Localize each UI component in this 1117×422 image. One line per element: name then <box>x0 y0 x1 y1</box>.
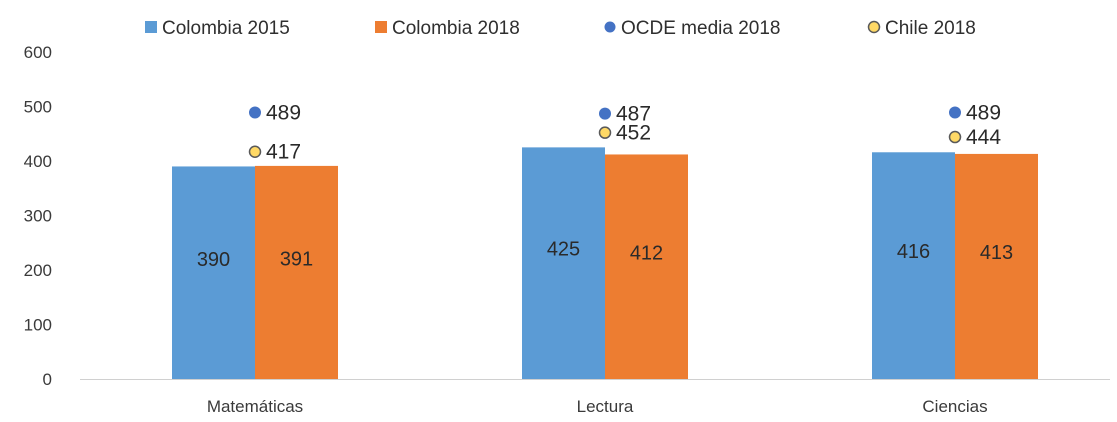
point-ocde-media-2018-matematicas <box>249 106 261 119</box>
legend-colombia-2015-swatch <box>145 21 157 33</box>
x-tick-label-matematicas: Matemáticas <box>207 397 303 416</box>
bar-colombia-2015-matematicas-value-label: 390 <box>197 249 230 271</box>
x-axis: Matemáticas Lectura Ciencias <box>80 379 1110 416</box>
point-chile-2018-matematicas-value-label: 417 <box>266 141 301 164</box>
legend-colombia-2018-label: Colombia 2018 <box>392 18 520 39</box>
y-tick-label-400: 400 <box>24 152 52 171</box>
bar-colombia-2015-ciencias <box>872 152 955 379</box>
bar-colombia-2015-matematicas <box>172 166 255 379</box>
y-tick-label-0: 0 <box>43 370 52 389</box>
point-ocde-media-2018-ciencias <box>949 106 961 119</box>
point-ocde-media-2018-matematicas-value-label: 489 <box>266 101 301 124</box>
y-tick-label-300: 300 <box>24 207 52 226</box>
legend-colombia-2018-swatch <box>375 21 387 33</box>
point-ocde-media-2018-lectura <box>599 107 611 120</box>
y-tick-label-600: 600 <box>24 43 52 62</box>
y-tick-label-500: 500 <box>24 98 52 117</box>
legend-chile-2018-label: Chile 2018 <box>885 18 976 39</box>
legend-ocde-media-2018-label: OCDE media 2018 <box>621 18 780 39</box>
bar-colombia-2018-matematicas <box>255 165 338 379</box>
points: 489 487 489 417 452 444 <box>248 101 1001 164</box>
legend-ocde-media-2018-marker <box>604 21 616 33</box>
legend: Colombia 2015 Colombia 2018 OCDE media 201… <box>145 18 976 39</box>
x-tick-label-ciencias: Ciencias <box>922 397 987 416</box>
bar-colombia-2018-lectura <box>605 154 688 379</box>
bar-colombia-2018-matematicas-value-label: 391 <box>280 249 313 271</box>
point-chile-2018-matematicas <box>248 145 262 158</box>
point-chile-2018-ciencias-value-label: 444 <box>966 126 1001 149</box>
bar-colombia-2018-ciencias-value-label: 413 <box>980 242 1013 264</box>
bars: 390 425 416 391 412 413 <box>172 147 1038 379</box>
point-chile-2018-ciencias <box>948 130 962 144</box>
point-chile-2018-lectura <box>598 126 612 139</box>
point-ocde-media-2018-ciencias-value-label: 489 <box>966 101 1001 124</box>
y-tick-label-100: 100 <box>24 316 52 335</box>
point-ocde-media-2018-lectura-value-label: 487 <box>616 103 651 126</box>
bar-colombia-2015-lectura-value-label: 425 <box>547 238 580 260</box>
y-tick-label-200: 200 <box>24 261 52 280</box>
point-chile-2018-lectura-value-label: 452 <box>616 122 651 145</box>
legend-chile-2018-marker <box>867 20 881 34</box>
y-axis: 0 100 200 300 400 500 600 <box>24 43 52 389</box>
bar-colombia-2015-ciencias-value-label: 416 <box>897 241 930 263</box>
legend-colombia-2015-label: Colombia 2015 <box>162 18 290 39</box>
bar-colombia-2018-ciencias <box>955 153 1038 379</box>
x-tick-label-lectura: Lectura <box>577 397 634 416</box>
bar-colombia-2015-lectura <box>522 147 605 379</box>
bar-colombia-2018-lectura-value-label: 412 <box>630 242 663 264</box>
